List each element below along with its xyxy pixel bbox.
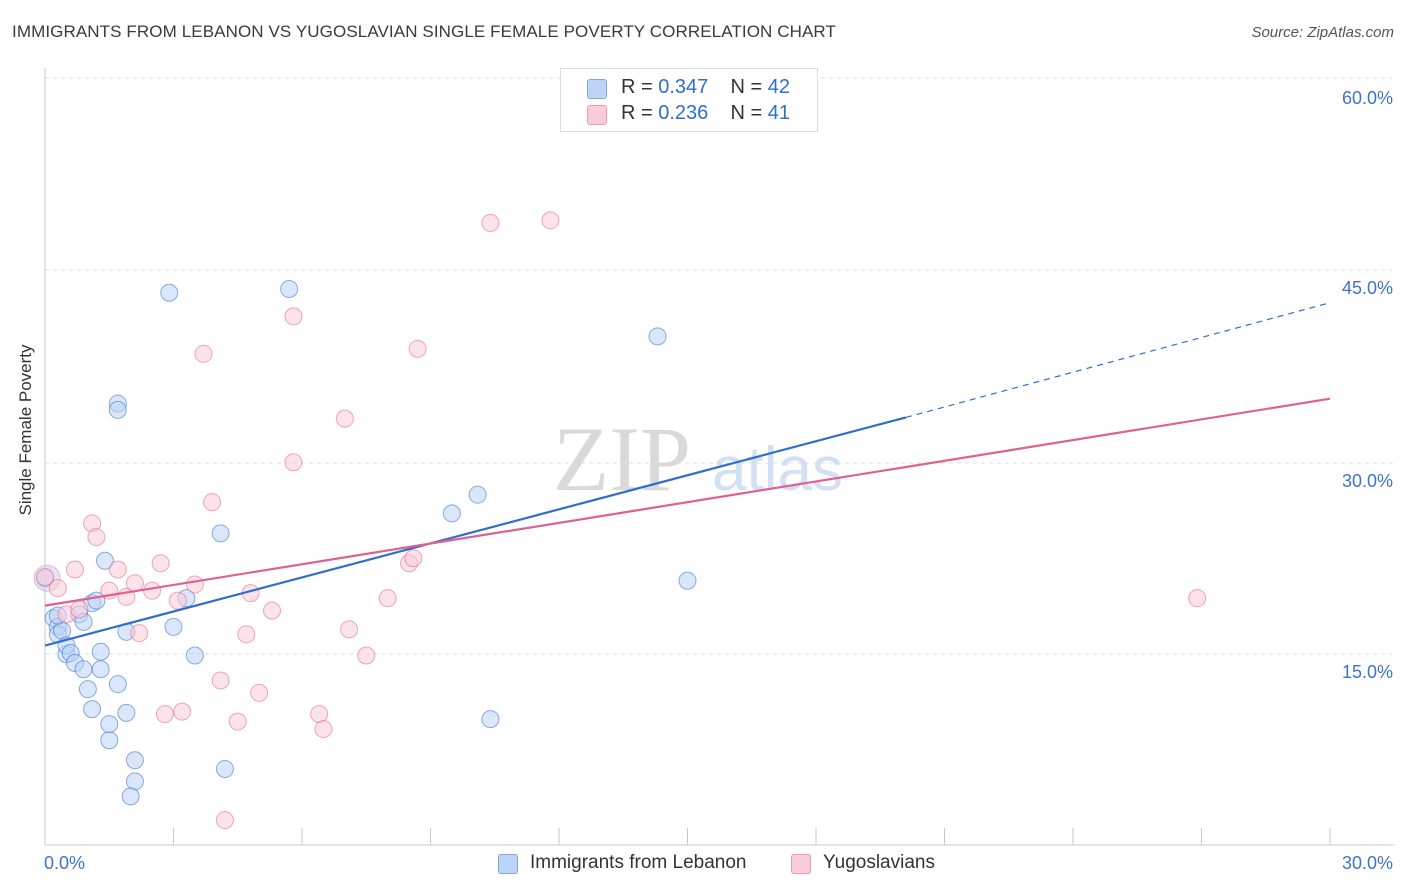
yugoslavian-point — [173, 702, 192, 721]
lebanon-point — [95, 551, 114, 570]
yugoslavian-point — [335, 409, 354, 428]
lebanon-point — [481, 710, 500, 729]
lebanon-point — [83, 700, 102, 719]
yugoslavian-point — [215, 811, 234, 830]
yugoslavian-point — [185, 575, 204, 594]
watermark: ZIP atlas — [553, 408, 843, 510]
yugoslavian-point — [211, 671, 230, 690]
trendline-lebanon-extrapolated — [905, 302, 1331, 418]
n-label: N = — [730, 102, 763, 124]
yugoslavian-point — [378, 589, 397, 608]
yugoslavian-point — [284, 453, 303, 472]
lebanon-point — [91, 642, 110, 661]
n-value: 42 — [767, 76, 791, 98]
yugoslavian-point — [481, 213, 500, 232]
lebanon-point — [442, 504, 461, 523]
yugoslavian-point — [340, 620, 359, 639]
trendline-lebanon — [44, 416, 907, 647]
watermark-zip: ZIP — [553, 408, 691, 510]
source-label: Source: ZipAtlas.com — [1251, 24, 1394, 41]
yugoslavian-point — [228, 712, 247, 731]
lebanon-point — [108, 675, 127, 694]
yugoslavian-point — [48, 579, 67, 598]
yugoslavian-point — [87, 528, 106, 547]
lebanon-point — [121, 787, 140, 806]
yugoslavian-point — [130, 624, 149, 643]
yugoslavian-point — [404, 549, 423, 568]
x-tick-label-max: 30.0% — [1342, 853, 1393, 873]
lebanon-point — [160, 283, 179, 302]
yugoslavian-point — [237, 625, 256, 644]
legend-swatch-pink — [791, 854, 811, 874]
series-legend: Immigrants from Lebanon Yugoslavians — [0, 848, 1406, 878]
y-tick-label: 60.0% — [1342, 88, 1393, 108]
lebanon-point — [468, 485, 487, 504]
lebanon-point — [74, 660, 93, 679]
lebanon-point — [78, 680, 97, 699]
y-tick-label: 45.0% — [1342, 278, 1393, 298]
x-tick-label-min: 0.0% — [44, 853, 85, 873]
lebanon-point — [125, 751, 144, 770]
lebanon-point — [215, 759, 234, 778]
lebanon-point — [211, 524, 230, 543]
yugoslavian-point — [263, 601, 282, 620]
lebanon-point — [164, 617, 183, 636]
watermark-atlas: atlas — [712, 435, 843, 504]
lebanon-point — [53, 621, 72, 640]
yugoslavian-point — [284, 307, 303, 326]
yugoslavian-point — [357, 646, 376, 665]
lebanon-point — [91, 660, 110, 679]
yugoslavian-point — [541, 211, 560, 230]
lebanon-point — [100, 731, 119, 750]
y-tick-label: 15.0% — [1342, 662, 1393, 682]
r-label: R = — [621, 102, 653, 124]
legend-swatch-blue — [498, 854, 518, 874]
yugoslavian-point — [1188, 589, 1207, 608]
lebanon-point — [117, 703, 136, 722]
chart-title: IMMIGRANTS FROM LEBANON VS YUGOSLAVIAN S… — [12, 22, 836, 41]
y-axis-label-text: Single Female Poverty — [16, 344, 35, 516]
legend-label-lebanon: Immigrants from Lebanon — [530, 852, 747, 873]
yugoslavian-point — [108, 560, 127, 579]
yugoslavian-point — [65, 560, 84, 579]
yugoslavian-point — [250, 683, 269, 702]
yugoslavian-point — [194, 344, 213, 363]
r-value: 0.236 — [658, 102, 709, 124]
lebanon-point — [108, 400, 127, 419]
yugoslavian-point — [314, 720, 333, 739]
yugoslavian-point — [70, 600, 89, 619]
lebanon-point — [280, 279, 299, 298]
yugoslavian-point — [36, 567, 54, 586]
legend-swatch-pink — [587, 105, 607, 125]
r-label: R = — [621, 76, 653, 98]
y-tick-label: 30.0% — [1342, 471, 1393, 491]
lebanon-point — [185, 646, 204, 665]
lebanon-point — [678, 571, 697, 590]
yugoslavian-point — [310, 705, 329, 724]
lebanon-point — [125, 772, 144, 791]
yugoslavian-point — [155, 705, 174, 724]
yugoslavian-point — [151, 554, 170, 573]
trendline-yugoslavians — [44, 397, 1331, 607]
correlation-legend: R = 0.347 N = 42 R = 0.236 N = 41 — [560, 68, 818, 132]
r-value: 0.347 — [658, 76, 709, 98]
lebanon-point — [100, 715, 119, 734]
n-value: 41 — [767, 102, 791, 124]
yugoslavian-point — [408, 339, 427, 358]
y-axis-label: Single Female Poverty — [14, 280, 38, 580]
legend-label-yugoslavians: Yugoslavians — [823, 852, 935, 873]
n-label: N = — [730, 76, 763, 98]
lebanon-point — [648, 327, 667, 346]
yugoslavian-point — [168, 591, 187, 610]
legend-swatch-blue — [587, 79, 607, 99]
yugoslavian-point — [203, 493, 222, 512]
yugoslavian-point — [143, 581, 162, 600]
